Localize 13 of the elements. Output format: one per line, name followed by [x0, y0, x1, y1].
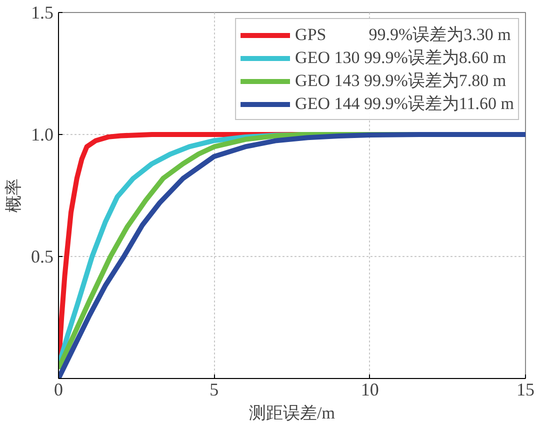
- y-axis-title: 概率: [4, 178, 23, 212]
- x-axis-title: 测距误差/m: [249, 404, 335, 422]
- x-tick-label: 10: [360, 380, 379, 400]
- x-tick-label: 15: [516, 380, 534, 400]
- x-tick-label: 0: [54, 380, 63, 400]
- y-tick-label: 1.5: [31, 2, 54, 22]
- legend-label: GEO 143 99.9%误差为7.80 m: [295, 70, 506, 92]
- x-tick-label: 5: [210, 380, 219, 400]
- y-tick-label: 0.5: [31, 246, 54, 266]
- y-tick-label: 1.0: [31, 124, 54, 144]
- legend-label: GEO 130 99.9%误差为8.60 m: [295, 47, 506, 69]
- legend-label: GEO 144 99.9%误差为11.60 m: [295, 93, 514, 115]
- legend-label: GPS 99.9%误差为3.30 m: [295, 24, 511, 46]
